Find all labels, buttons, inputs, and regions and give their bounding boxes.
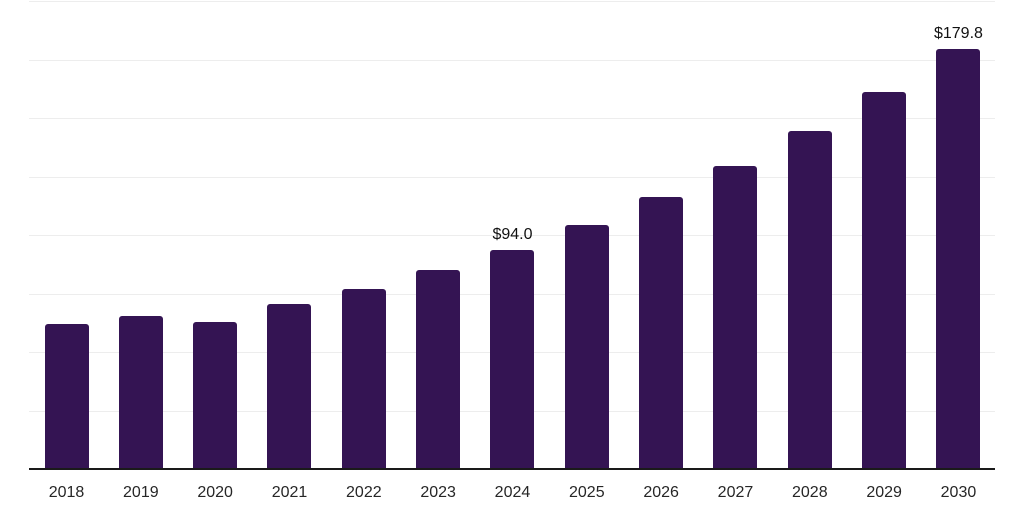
- bar-2022[interactable]: [341, 289, 386, 470]
- x-tick-2030: 2030: [940, 484, 977, 501]
- x-tick-2020: 2020: [197, 484, 233, 501]
- bar-2026[interactable]: [639, 196, 684, 470]
- x-tick-2022: 2022: [346, 484, 382, 501]
- x-tick-2029: 2029: [866, 484, 902, 501]
- bar-value-label-2024: $94.0: [492, 226, 533, 244]
- x-tick-2021: 2021: [271, 484, 308, 501]
- bar-2030[interactable]: [936, 49, 981, 470]
- bar-2025[interactable]: [564, 225, 609, 470]
- bar-2021[interactable]: [267, 304, 312, 470]
- bar-value-label-2030: $179.8: [933, 25, 983, 43]
- gridline: [29, 118, 995, 119]
- gridline: [29, 176, 995, 178]
- gridline: [29, 1, 995, 2]
- x-tick-2024: 2024: [494, 484, 531, 501]
- bar-2029[interactable]: [862, 92, 907, 470]
- x-tick-2026: 2026: [643, 484, 679, 501]
- x-tick-2027: 2027: [717, 484, 754, 501]
- x-axis-line: [29, 468, 995, 470]
- x-tick-2025: 2025: [569, 484, 605, 501]
- x-tick-2019: 2019: [123, 484, 159, 501]
- bar-2018[interactable]: [44, 323, 89, 470]
- x-tick-2023: 2023: [420, 484, 456, 501]
- bar-2028[interactable]: [787, 130, 832, 470]
- bar-2020[interactable]: [193, 322, 238, 470]
- gridline: [29, 59, 995, 61]
- bar-2023[interactable]: [416, 269, 461, 470]
- gridline: [29, 235, 995, 236]
- bar-2019[interactable]: [118, 316, 163, 470]
- bar-2027[interactable]: [713, 165, 758, 470]
- x-tick-2018: 2018: [48, 484, 85, 501]
- bar-2024[interactable]: [490, 250, 535, 470]
- x-tick-2028: 2028: [792, 484, 828, 501]
- plot-area: $94.0 $179.8: [29, 1, 995, 470]
- x-axis: 2018 2019 2020 2021 2022 2023 2024 2025 2026 2027…: [29, 484, 995, 504]
